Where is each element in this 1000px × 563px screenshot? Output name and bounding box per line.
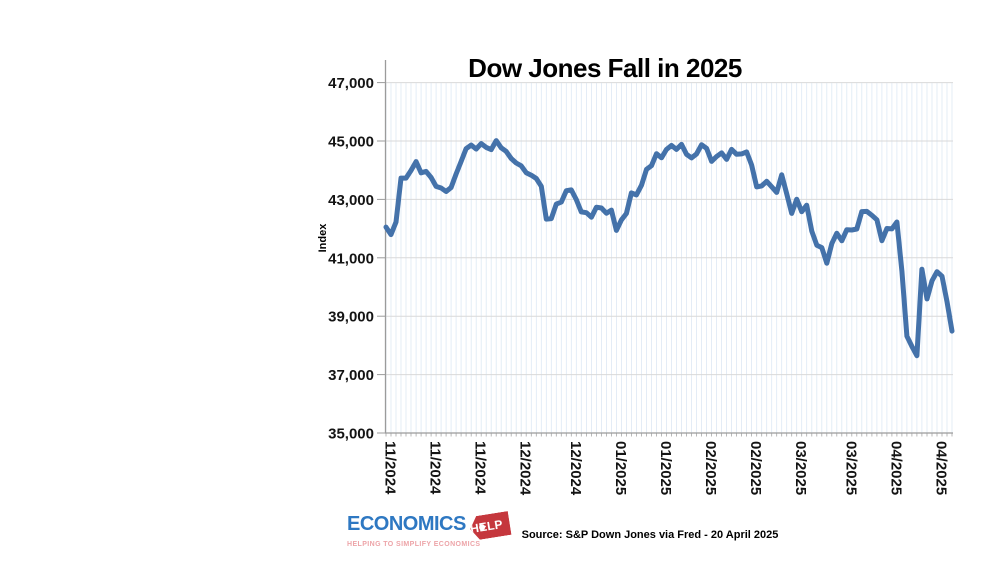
y-tick-label: 39,000 <box>328 309 374 326</box>
horizontal-gridlines <box>385 82 953 376</box>
chart-title: Dow Jones Fall in 2025 <box>468 53 742 84</box>
x-tick-label: 03/2025 <box>792 441 809 495</box>
y-axis-ticks <box>377 82 385 434</box>
logo-price-tag: HELP <box>468 511 511 541</box>
x-tick-label: 04/2025 <box>887 441 904 495</box>
y-tick-label: 37,000 <box>328 367 374 384</box>
y-tick-label: 47,000 <box>328 75 374 92</box>
price-line <box>383 138 955 359</box>
x-tick-label: 01/2025 <box>657 441 674 495</box>
logo-tagline: HELPING TO SIMPLIFY ECONOMICS <box>347 541 481 548</box>
x-tick-label: 02/2025 <box>747 441 764 495</box>
economicshelp-logo: ECONOMICS HELP HELPING TO SIMPLIFY ECONO… <box>347 513 507 548</box>
x-tick-label: 01/2025 <box>612 441 629 495</box>
y-tick-label: 43,000 <box>328 192 374 209</box>
logo-brand-text: ECONOMICS <box>347 513 466 535</box>
x-axis-labels: 11/2024 11/2024 11/2024 12/2024 12/2024 01/20… <box>382 441 950 496</box>
x-tick-label: 03/2025 <box>842 441 859 495</box>
y-tick-label: 35,000 <box>328 426 374 443</box>
y-tick-label: 45,000 <box>328 134 374 151</box>
x-tick-label: 11/2024 <box>427 441 444 495</box>
x-tick-label: 11/2024 <box>472 441 489 495</box>
logo-tag-text: HELP <box>468 517 504 537</box>
y-tick-label: 41,000 <box>328 250 374 267</box>
x-tick-label: 11/2024 <box>382 441 399 495</box>
source-note: Source: S&P Down Jones via Fred - 20 Apr… <box>521 529 779 541</box>
x-tick-label: 12/2024 <box>567 441 584 496</box>
x-tick-label: 12/2024 <box>517 441 534 496</box>
axes <box>384 60 953 434</box>
x-tick-label: 04/2025 <box>933 441 950 495</box>
y-axis-labels: 47,000 45,000 43,000 41,000 39,000 37,000 35,0… <box>328 75 374 442</box>
x-tick-label: 02/2025 <box>702 441 719 495</box>
